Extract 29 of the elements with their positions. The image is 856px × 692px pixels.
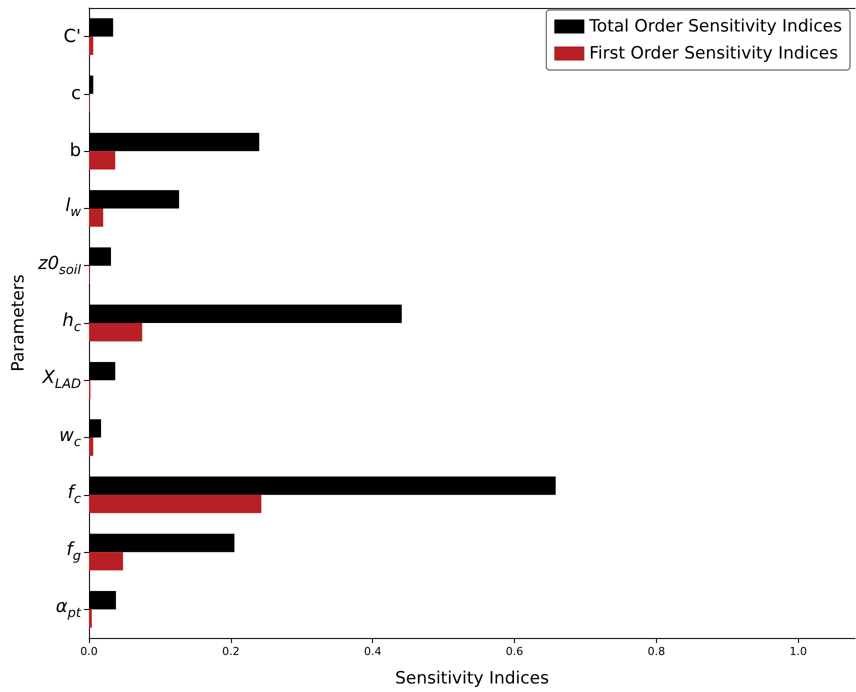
x-axis-title: Sensitivity Indices bbox=[395, 668, 550, 688]
y-tick-label: X$_{LAD}$ bbox=[42, 367, 81, 392]
x-tick-label: 0.8 bbox=[648, 645, 666, 658]
y-axis-title: Parameters bbox=[8, 274, 28, 372]
y-tick-label: C' bbox=[63, 26, 81, 47]
bar bbox=[89, 36, 94, 55]
y-tick-label: f$_{c}$ bbox=[68, 482, 81, 507]
bar bbox=[89, 552, 124, 570]
legend-label: First Order Sensitivity Indices bbox=[589, 44, 838, 64]
y-tick-label: z0$_{soil}$ bbox=[38, 252, 81, 278]
y-tick-label: α$_{pt}$ bbox=[56, 596, 81, 622]
x-tick-label: 1.0 bbox=[790, 645, 808, 658]
y-tick-label: l$_{w}$ bbox=[65, 196, 81, 220]
y-tick-label: b bbox=[70, 140, 81, 162]
x-tick-label: 0.4 bbox=[364, 645, 382, 658]
y-tick-label: w$_{c}$ bbox=[59, 424, 81, 450]
y-tick-label: f$_{g}$ bbox=[66, 539, 81, 564]
bar bbox=[89, 323, 142, 342]
x-tick-label: 0.2 bbox=[222, 645, 240, 658]
legend-label: Total Order Sensitivity Indices bbox=[588, 16, 842, 36]
bar bbox=[89, 438, 94, 456]
bar bbox=[89, 494, 262, 514]
y-tick-label: c bbox=[71, 82, 81, 104]
bar bbox=[89, 208, 104, 227]
y-tick-label: h$_{c}$ bbox=[62, 310, 81, 335]
x-tick-label: 0.0 bbox=[80, 645, 98, 658]
bar bbox=[89, 151, 116, 170]
x-tick-label: 0.6 bbox=[506, 645, 524, 658]
bar bbox=[89, 609, 92, 628]
